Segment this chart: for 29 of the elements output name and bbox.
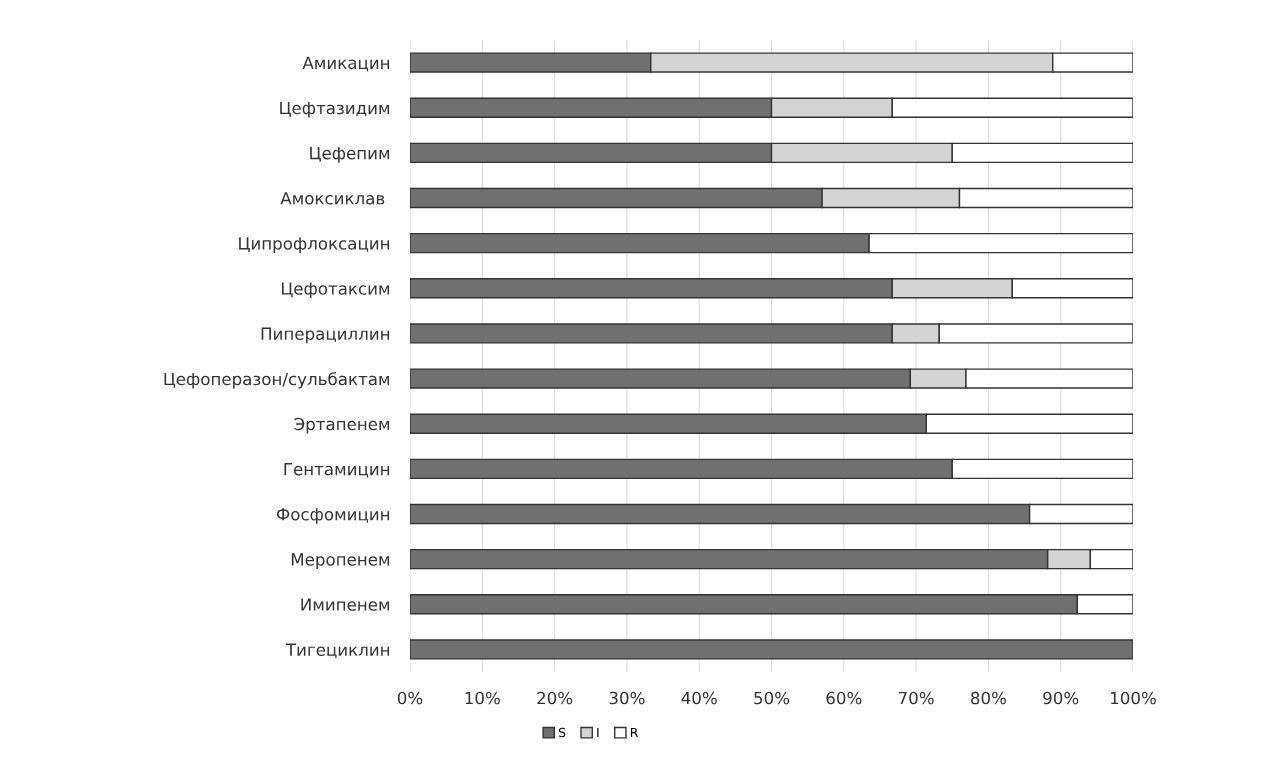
x-tick-label: 80% (971, 691, 1006, 705)
y-tick-label: Ципрофлоксацин (239, 237, 390, 253)
y-tick-label: Фосфомицин (276, 508, 390, 524)
y-tick-label: Цефоперазон/сульбактам (164, 372, 390, 389)
y-tick-label: Гентамицин (284, 463, 390, 478)
x-tick-label: 30% (609, 691, 645, 705)
legend-label: R (630, 727, 639, 737)
bar (410, 639, 1133, 660)
y-tick-label: Цефотаксим (281, 282, 390, 299)
x-tick-label: 70% (898, 691, 934, 705)
x-tick-label: 90% (1043, 691, 1079, 705)
legend-label: I (597, 727, 599, 737)
legend-label: S (558, 727, 566, 738)
y-tick-label: Цефтазидим (280, 101, 390, 118)
x-tick-label: 50% (754, 691, 790, 705)
x-tick-label: 10% (465, 691, 500, 705)
y-tick-label: Имипенем (301, 598, 390, 611)
x-tick-label: 20% (537, 691, 573, 705)
y-tick-label: Амоксиклав (280, 192, 385, 205)
y-tick-label: Цефепим (310, 147, 390, 163)
x-tick-label: 0% (397, 691, 423, 705)
y-tick-label: Тигециклин (285, 643, 390, 659)
x-tick-label: 60% (826, 691, 862, 705)
x-tick-label: 40% (681, 691, 717, 705)
y-tick-label: Пиперациллин (261, 327, 390, 344)
y-tick-label: Эртапенем (294, 417, 390, 434)
y-tick-label: Амикацин (302, 56, 390, 72)
y-tick-label: Меропенем (291, 553, 390, 569)
x-tick-label: 100% (1111, 691, 1156, 705)
